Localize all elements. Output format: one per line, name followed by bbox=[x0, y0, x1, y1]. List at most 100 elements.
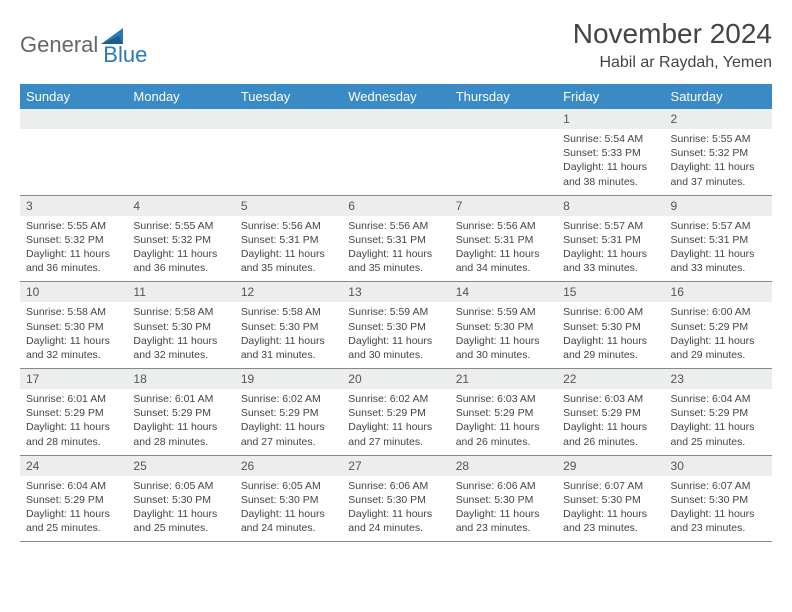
day-details: Sunrise: 5:58 AMSunset: 5:30 PMDaylight:… bbox=[127, 302, 234, 368]
day-cell: 30Sunrise: 6:07 AMSunset: 5:30 PMDayligh… bbox=[665, 455, 772, 542]
day-line: and 28 minutes. bbox=[26, 435, 121, 449]
day-line: Sunrise: 6:04 AM bbox=[26, 479, 121, 493]
day-line: Sunrise: 5:58 AM bbox=[241, 305, 336, 319]
week-row: 24Sunrise: 6:04 AMSunset: 5:29 PMDayligh… bbox=[20, 455, 772, 542]
day-line: and 24 minutes. bbox=[241, 521, 336, 535]
day-line: and 31 minutes. bbox=[241, 348, 336, 362]
day-line: Sunset: 5:30 PM bbox=[671, 493, 766, 507]
day-line: Daylight: 11 hours bbox=[133, 247, 228, 261]
dow-mon: Monday bbox=[127, 84, 234, 109]
day-line: Daylight: 11 hours bbox=[671, 334, 766, 348]
day-cell: 5Sunrise: 5:56 AMSunset: 5:31 PMDaylight… bbox=[235, 195, 342, 282]
day-cell: 11Sunrise: 5:58 AMSunset: 5:30 PMDayligh… bbox=[127, 282, 234, 369]
day-line: Daylight: 11 hours bbox=[348, 334, 443, 348]
day-line: Sunrise: 6:04 AM bbox=[671, 392, 766, 406]
day-cell: 1Sunrise: 5:54 AMSunset: 5:33 PMDaylight… bbox=[557, 109, 664, 195]
day-line: and 27 minutes. bbox=[241, 435, 336, 449]
day-details: Sunrise: 5:58 AMSunset: 5:30 PMDaylight:… bbox=[235, 302, 342, 368]
day-number: 7 bbox=[450, 196, 557, 216]
day-line: Sunset: 5:31 PM bbox=[456, 233, 551, 247]
day-details: Sunrise: 5:56 AMSunset: 5:31 PMDaylight:… bbox=[342, 216, 449, 282]
day-cell: 7Sunrise: 5:56 AMSunset: 5:31 PMDaylight… bbox=[450, 195, 557, 282]
day-details: Sunrise: 6:06 AMSunset: 5:30 PMDaylight:… bbox=[342, 476, 449, 542]
day-number bbox=[450, 109, 557, 129]
day-line: Sunrise: 5:56 AM bbox=[241, 219, 336, 233]
day-line: and 24 minutes. bbox=[348, 521, 443, 535]
day-line: Daylight: 11 hours bbox=[241, 420, 336, 434]
day-cell: 3Sunrise: 5:55 AMSunset: 5:32 PMDaylight… bbox=[20, 195, 127, 282]
day-number: 4 bbox=[127, 196, 234, 216]
day-line: and 26 minutes. bbox=[563, 435, 658, 449]
brand-logo: General Blue bbox=[20, 18, 147, 68]
day-line: Daylight: 11 hours bbox=[241, 507, 336, 521]
day-line: Sunset: 5:30 PM bbox=[241, 493, 336, 507]
day-cell: 12Sunrise: 5:58 AMSunset: 5:30 PMDayligh… bbox=[235, 282, 342, 369]
day-line: Sunset: 5:29 PM bbox=[26, 406, 121, 420]
day-details: Sunrise: 5:56 AMSunset: 5:31 PMDaylight:… bbox=[450, 216, 557, 282]
day-line: Sunset: 5:30 PM bbox=[563, 320, 658, 334]
day-cell: 2Sunrise: 5:55 AMSunset: 5:32 PMDaylight… bbox=[665, 109, 772, 195]
week-row: 17Sunrise: 6:01 AMSunset: 5:29 PMDayligh… bbox=[20, 369, 772, 456]
day-number bbox=[342, 109, 449, 129]
week-row: 10Sunrise: 5:58 AMSunset: 5:30 PMDayligh… bbox=[20, 282, 772, 369]
day-line: Sunset: 5:30 PM bbox=[456, 493, 551, 507]
day-line: Sunrise: 5:54 AM bbox=[563, 132, 658, 146]
day-line: Daylight: 11 hours bbox=[671, 160, 766, 174]
day-number: 3 bbox=[20, 196, 127, 216]
day-line: and 23 minutes. bbox=[563, 521, 658, 535]
day-line: Daylight: 11 hours bbox=[671, 420, 766, 434]
day-details: Sunrise: 6:03 AMSunset: 5:29 PMDaylight:… bbox=[557, 389, 664, 455]
day-cell: 20Sunrise: 6:02 AMSunset: 5:29 PMDayligh… bbox=[342, 369, 449, 456]
day-line: Sunrise: 5:59 AM bbox=[456, 305, 551, 319]
day-line: Daylight: 11 hours bbox=[671, 247, 766, 261]
day-line: Sunset: 5:30 PM bbox=[563, 493, 658, 507]
day-line: Sunrise: 6:00 AM bbox=[563, 305, 658, 319]
day-details: Sunrise: 6:00 AMSunset: 5:29 PMDaylight:… bbox=[665, 302, 772, 368]
day-line: Daylight: 11 hours bbox=[26, 420, 121, 434]
brand-general: General bbox=[20, 32, 98, 58]
day-line: Sunrise: 5:57 AM bbox=[671, 219, 766, 233]
day-line: Sunset: 5:29 PM bbox=[671, 406, 766, 420]
day-number: 5 bbox=[235, 196, 342, 216]
calendar-table: Sunday Monday Tuesday Wednesday Thursday… bbox=[20, 84, 772, 542]
day-details: Sunrise: 6:03 AMSunset: 5:29 PMDaylight:… bbox=[450, 389, 557, 455]
day-cell: 28Sunrise: 6:06 AMSunset: 5:30 PMDayligh… bbox=[450, 455, 557, 542]
day-line: Sunrise: 6:00 AM bbox=[671, 305, 766, 319]
day-cell: 6Sunrise: 5:56 AMSunset: 5:31 PMDaylight… bbox=[342, 195, 449, 282]
day-cell: 13Sunrise: 5:59 AMSunset: 5:30 PMDayligh… bbox=[342, 282, 449, 369]
day-cell: 22Sunrise: 6:03 AMSunset: 5:29 PMDayligh… bbox=[557, 369, 664, 456]
day-number: 22 bbox=[557, 369, 664, 389]
day-cell bbox=[235, 109, 342, 195]
day-cell: 26Sunrise: 6:05 AMSunset: 5:30 PMDayligh… bbox=[235, 455, 342, 542]
day-line: Sunrise: 6:07 AM bbox=[671, 479, 766, 493]
day-line: Sunrise: 6:03 AM bbox=[456, 392, 551, 406]
day-line: Sunset: 5:32 PM bbox=[133, 233, 228, 247]
day-line: Sunset: 5:30 PM bbox=[133, 493, 228, 507]
day-line: Sunrise: 6:02 AM bbox=[348, 392, 443, 406]
dow-thu: Thursday bbox=[450, 84, 557, 109]
day-number: 21 bbox=[450, 369, 557, 389]
day-line: Daylight: 11 hours bbox=[26, 247, 121, 261]
day-cell: 9Sunrise: 5:57 AMSunset: 5:31 PMDaylight… bbox=[665, 195, 772, 282]
dow-header-row: Sunday Monday Tuesday Wednesday Thursday… bbox=[20, 84, 772, 109]
day-line: Sunset: 5:30 PM bbox=[456, 320, 551, 334]
day-number: 12 bbox=[235, 282, 342, 302]
day-details: Sunrise: 5:57 AMSunset: 5:31 PMDaylight:… bbox=[557, 216, 664, 282]
day-line: Daylight: 11 hours bbox=[563, 507, 658, 521]
day-details: Sunrise: 6:00 AMSunset: 5:30 PMDaylight:… bbox=[557, 302, 664, 368]
day-line: and 35 minutes. bbox=[241, 261, 336, 275]
day-line: and 36 minutes. bbox=[133, 261, 228, 275]
day-cell: 29Sunrise: 6:07 AMSunset: 5:30 PMDayligh… bbox=[557, 455, 664, 542]
day-line: Sunrise: 6:03 AM bbox=[563, 392, 658, 406]
day-details: Sunrise: 6:06 AMSunset: 5:30 PMDaylight:… bbox=[450, 476, 557, 542]
day-line: Daylight: 11 hours bbox=[348, 420, 443, 434]
day-line: Sunset: 5:29 PM bbox=[133, 406, 228, 420]
day-line: Daylight: 11 hours bbox=[456, 247, 551, 261]
day-line: Sunset: 5:32 PM bbox=[26, 233, 121, 247]
day-cell: 8Sunrise: 5:57 AMSunset: 5:31 PMDaylight… bbox=[557, 195, 664, 282]
day-details: Sunrise: 5:55 AMSunset: 5:32 PMDaylight:… bbox=[20, 216, 127, 282]
day-line: Daylight: 11 hours bbox=[456, 420, 551, 434]
dow-fri: Friday bbox=[557, 84, 664, 109]
day-details: Sunrise: 6:01 AMSunset: 5:29 PMDaylight:… bbox=[20, 389, 127, 455]
day-cell: 19Sunrise: 6:02 AMSunset: 5:29 PMDayligh… bbox=[235, 369, 342, 456]
